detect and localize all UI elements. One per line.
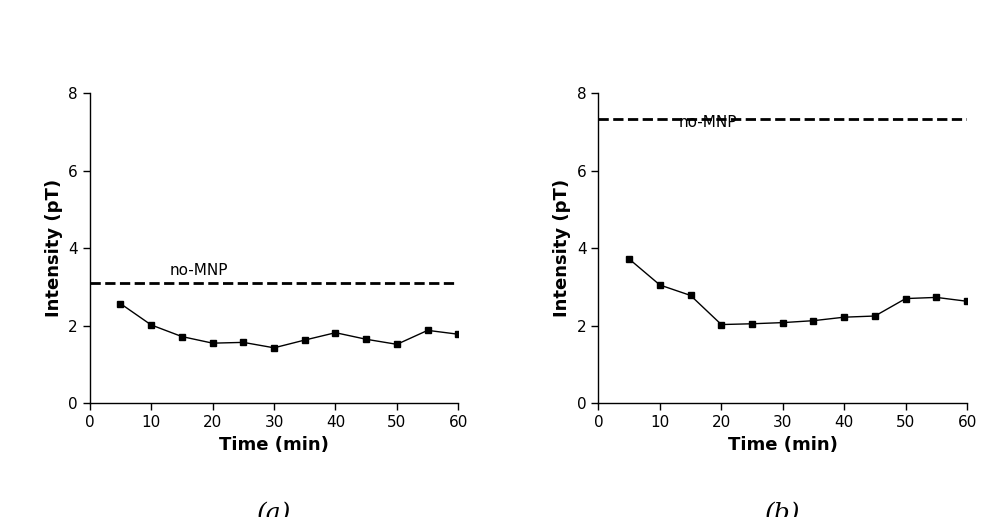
X-axis label: Time (min): Time (min) xyxy=(219,436,329,453)
Y-axis label: Intensity (pT): Intensity (pT) xyxy=(45,179,63,317)
Text: no-MNP: no-MNP xyxy=(678,115,737,130)
X-axis label: Time (min): Time (min) xyxy=(728,436,837,453)
Text: no-MNP: no-MNP xyxy=(169,263,228,278)
Text: (a): (a) xyxy=(257,503,291,517)
Text: (b): (b) xyxy=(765,503,801,517)
Y-axis label: Intensity (pT): Intensity (pT) xyxy=(553,179,571,317)
